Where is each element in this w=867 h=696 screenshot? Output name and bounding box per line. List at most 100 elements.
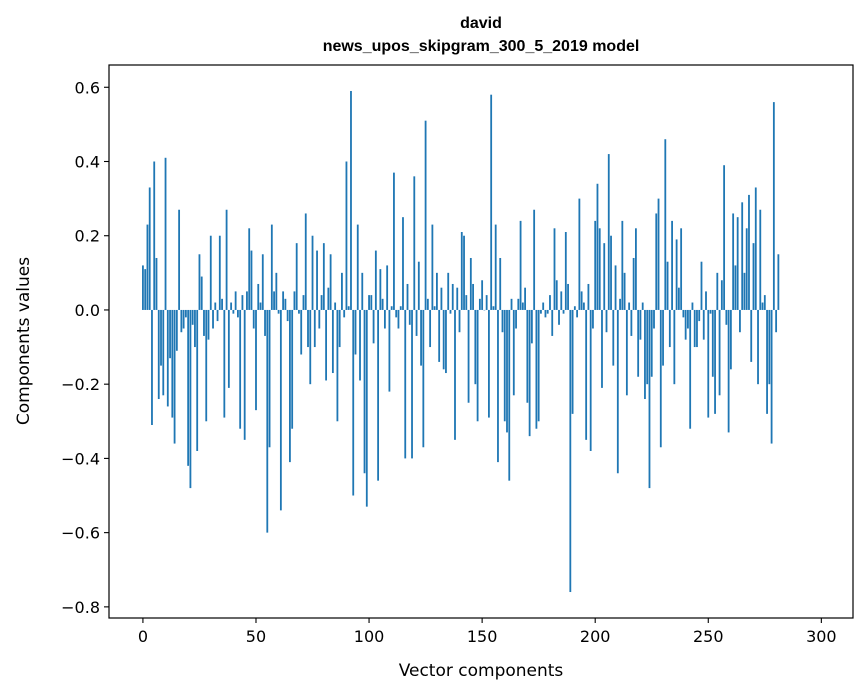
bar: [146, 224, 149, 310]
bar: [302, 295, 305, 310]
bar: [433, 306, 436, 310]
bar: [691, 302, 694, 310]
bar: [684, 309, 687, 340]
bar: [422, 309, 425, 448]
bar: [363, 309, 366, 474]
bar: [689, 309, 692, 429]
bar: [736, 217, 739, 310]
bar: [266, 309, 269, 533]
bar: [576, 309, 579, 318]
bar: [603, 243, 606, 310]
bar: [666, 261, 669, 310]
bar: [372, 309, 375, 344]
bar: [594, 220, 597, 310]
y-tick-label: 0.4: [75, 152, 100, 171]
bar: [325, 309, 327, 381]
bar: [558, 309, 560, 325]
bar: [252, 309, 255, 329]
bar: [243, 309, 246, 440]
bar: [218, 235, 221, 310]
bar: [313, 309, 316, 348]
bar: [180, 309, 183, 333]
bar: [729, 309, 732, 370]
bar: [408, 309, 411, 325]
bar: [494, 224, 497, 310]
plot-frame: [108, 64, 854, 619]
bar: [445, 309, 447, 374]
bar: [397, 309, 400, 329]
bar: [426, 298, 429, 310]
bar: [456, 287, 459, 310]
bar: [393, 172, 395, 310]
bar: [734, 265, 737, 310]
bar: [542, 302, 545, 310]
bar: [533, 209, 536, 310]
bar: [768, 309, 771, 385]
bar: [770, 309, 773, 444]
bar: [659, 309, 662, 448]
bar: [275, 272, 278, 310]
bar: [687, 309, 689, 329]
bar: [356, 224, 359, 310]
bar: [320, 295, 323, 310]
bar: [460, 232, 463, 310]
bar: [322, 243, 325, 310]
bar: [664, 139, 667, 310]
bar: [772, 102, 775, 310]
bar: [374, 250, 377, 310]
x-tick-label: 300: [806, 627, 837, 646]
bar: [537, 309, 540, 422]
bar: [739, 309, 741, 333]
bar: [284, 298, 287, 310]
bar: [519, 220, 522, 310]
bar: [743, 272, 746, 310]
bar: [395, 309, 398, 318]
bar: [144, 269, 147, 310]
bar: [153, 161, 156, 310]
bar: [714, 309, 716, 414]
x-tick-label: 50: [246, 627, 266, 646]
bar: [350, 90, 352, 310]
bar: [488, 309, 490, 418]
bar: [472, 283, 474, 310]
bar: [341, 272, 343, 310]
bar: [447, 272, 450, 310]
bar: [580, 291, 583, 310]
bar: [718, 309, 721, 396]
bar: [383, 309, 386, 329]
bar: [478, 298, 481, 310]
bar: [404, 309, 407, 459]
bar: [142, 265, 144, 310]
bar: [259, 302, 262, 310]
bar: [485, 295, 488, 310]
bar: [560, 291, 563, 310]
bar: [221, 298, 223, 310]
bar: [216, 309, 219, 322]
bar: [338, 309, 341, 348]
bar: [311, 235, 314, 310]
bar: [291, 309, 294, 429]
y-tick-label: −0.4: [61, 449, 100, 468]
bar: [614, 265, 617, 310]
bar: [571, 309, 574, 414]
bar: [331, 309, 334, 374]
bar: [707, 309, 710, 418]
chart-title: david: [460, 15, 502, 32]
bar: [386, 265, 389, 310]
bar: [763, 295, 766, 310]
bar: [497, 309, 499, 463]
bar: [521, 302, 524, 310]
bar: [309, 309, 312, 385]
bar: [268, 309, 271, 448]
bar: [474, 309, 477, 385]
bar: [476, 309, 479, 422]
bar: [650, 309, 653, 377]
bar: [675, 239, 678, 310]
bar: [641, 302, 644, 310]
bar: [698, 309, 701, 322]
bar: [162, 309, 165, 396]
bar: [648, 309, 651, 489]
bar: [637, 309, 640, 377]
bar: [160, 309, 162, 366]
bar: [750, 309, 753, 362]
